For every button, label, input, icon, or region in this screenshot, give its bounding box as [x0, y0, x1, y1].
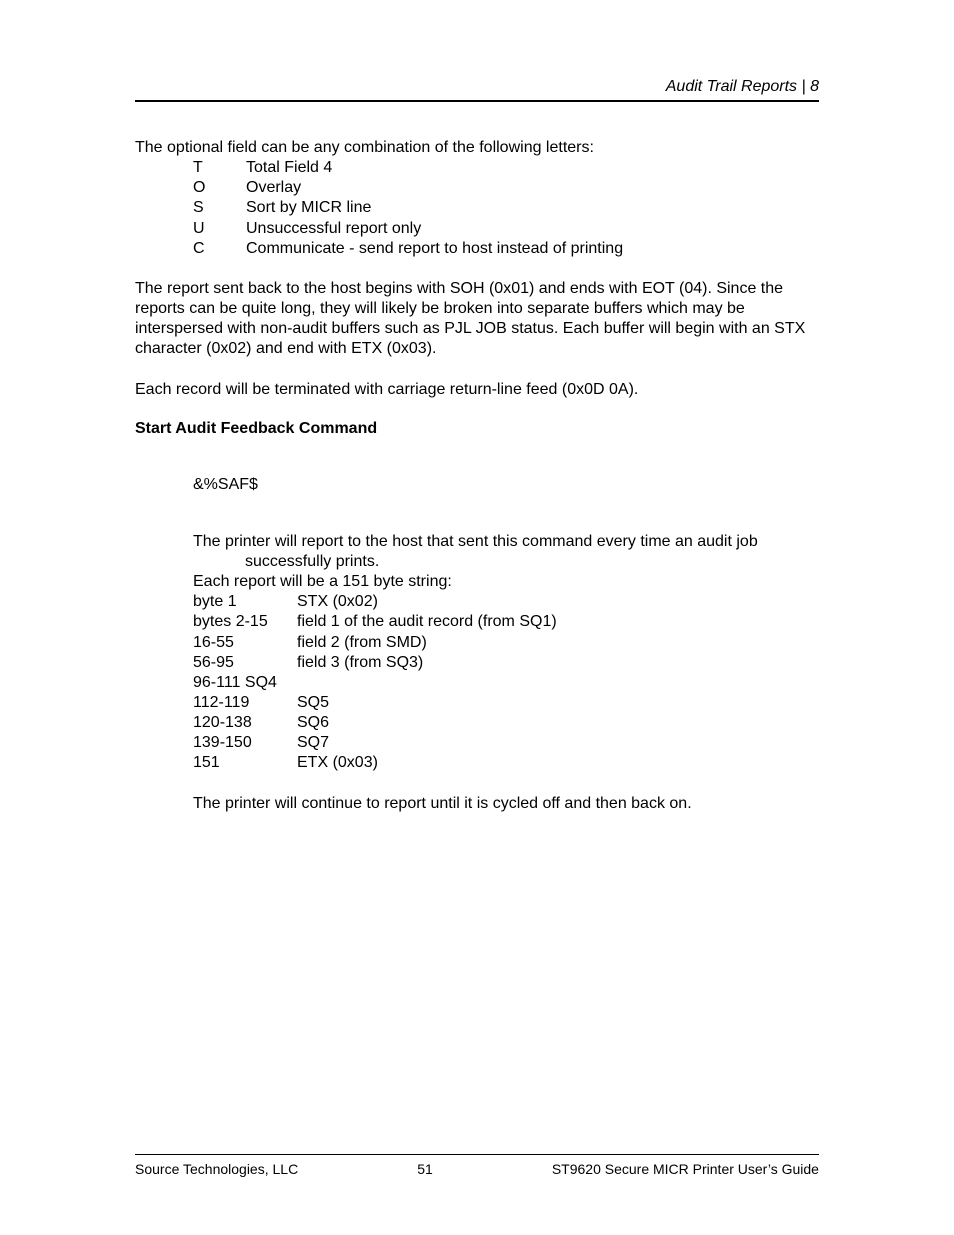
byte-desc: field 1 of the audit record (from SQ1): [297, 612, 819, 632]
byte-row: 56-95 field 3 (from SQ3): [193, 653, 819, 673]
option-letter: S: [193, 198, 246, 218]
saf-block: &%SAF$ The printer will report to the ho…: [193, 476, 819, 814]
byte-row: byte 1 STX (0x02): [193, 592, 819, 612]
byte-desc: SQ7: [297, 733, 819, 753]
saf-command: &%SAF$: [193, 476, 819, 494]
section-heading: Start Audit Feedback Command: [135, 420, 819, 438]
option-row: S Sort by MICR line: [193, 198, 819, 218]
byte-desc: ETX (0x03): [297, 753, 819, 773]
footer-left: Source Technologies, LLC: [135, 1161, 298, 1177]
option-row: C Communicate - send report to host inst…: [193, 239, 819, 259]
byte-row: bytes 2-15 field 1 of the audit record (…: [193, 612, 819, 632]
footer-rule: [135, 1154, 819, 1155]
byte-desc: STX (0x02): [297, 592, 819, 612]
byte-row-merged: 96-111 SQ4: [193, 673, 819, 693]
footer-right: ST9620 Secure MICR Printer User’s Guide: [552, 1161, 819, 1177]
byte-desc: field 3 (from SQ3): [297, 653, 819, 673]
option-desc: Overlay: [246, 178, 819, 198]
footer-row: Source Technologies, LLC 51 ST9620 Secur…: [135, 1161, 819, 1177]
byte-desc: SQ6: [297, 713, 819, 733]
paragraph-3: Each record will be terminated with carr…: [135, 380, 819, 400]
footer-page-number: 51: [417, 1161, 433, 1177]
paragraph-2: The report sent back to the host begins …: [135, 279, 819, 360]
byte-range: 112-119: [193, 693, 297, 713]
option-row: O Overlay: [193, 178, 819, 198]
byte-row: 151 ETX (0x03): [193, 753, 819, 773]
saf-desc-line2: successfully prints.: [245, 552, 819, 572]
option-desc: Unsuccessful report only: [246, 219, 819, 239]
saf-final-paragraph: The printer will continue to report unti…: [193, 794, 819, 814]
byte-row: 112-119 SQ5: [193, 693, 819, 713]
option-row: T Total Field 4: [193, 158, 819, 178]
byte-desc: field 2 (from SMD): [297, 633, 819, 653]
option-letter: C: [193, 239, 246, 259]
option-desc: Communicate - send report to host instea…: [246, 239, 819, 259]
intro-paragraph: The optional field can be any combinatio…: [135, 138, 819, 158]
byte-range: byte 1: [193, 592, 297, 612]
byte-desc: SQ5: [297, 693, 819, 713]
option-desc: Sort by MICR line: [246, 198, 819, 218]
byte-row: 139-150 SQ7: [193, 733, 819, 753]
page: Audit Trail Reports | 8 The optional fie…: [0, 0, 954, 1235]
option-letter: T: [193, 158, 246, 178]
running-header: Audit Trail Reports | 8: [135, 78, 819, 96]
footer: Source Technologies, LLC 51 ST9620 Secur…: [135, 1154, 819, 1177]
byte-range: 151: [193, 753, 297, 773]
header-rule: [135, 100, 819, 102]
saf-desc: The printer will report to the host that…: [193, 532, 819, 572]
byte-range: 56-95: [193, 653, 297, 673]
byte-range: 16-55: [193, 633, 297, 653]
byte-row: 120-138 SQ6: [193, 713, 819, 733]
saf-desc-line1: The printer will report to the host that…: [193, 533, 758, 550]
option-row: U Unsuccessful report only: [193, 219, 819, 239]
byte-range: 120-138: [193, 713, 297, 733]
byte-range: 139-150: [193, 733, 297, 753]
option-letter: U: [193, 219, 246, 239]
byte-row: 16-55 field 2 (from SMD): [193, 633, 819, 653]
option-letter: O: [193, 178, 246, 198]
option-list: T Total Field 4 O Overlay S Sort by MICR…: [193, 158, 819, 259]
byte-range: bytes 2-15: [193, 612, 297, 632]
saf-report-intro: Each report will be a 151 byte string:: [193, 572, 819, 592]
option-desc: Total Field 4: [246, 158, 819, 178]
